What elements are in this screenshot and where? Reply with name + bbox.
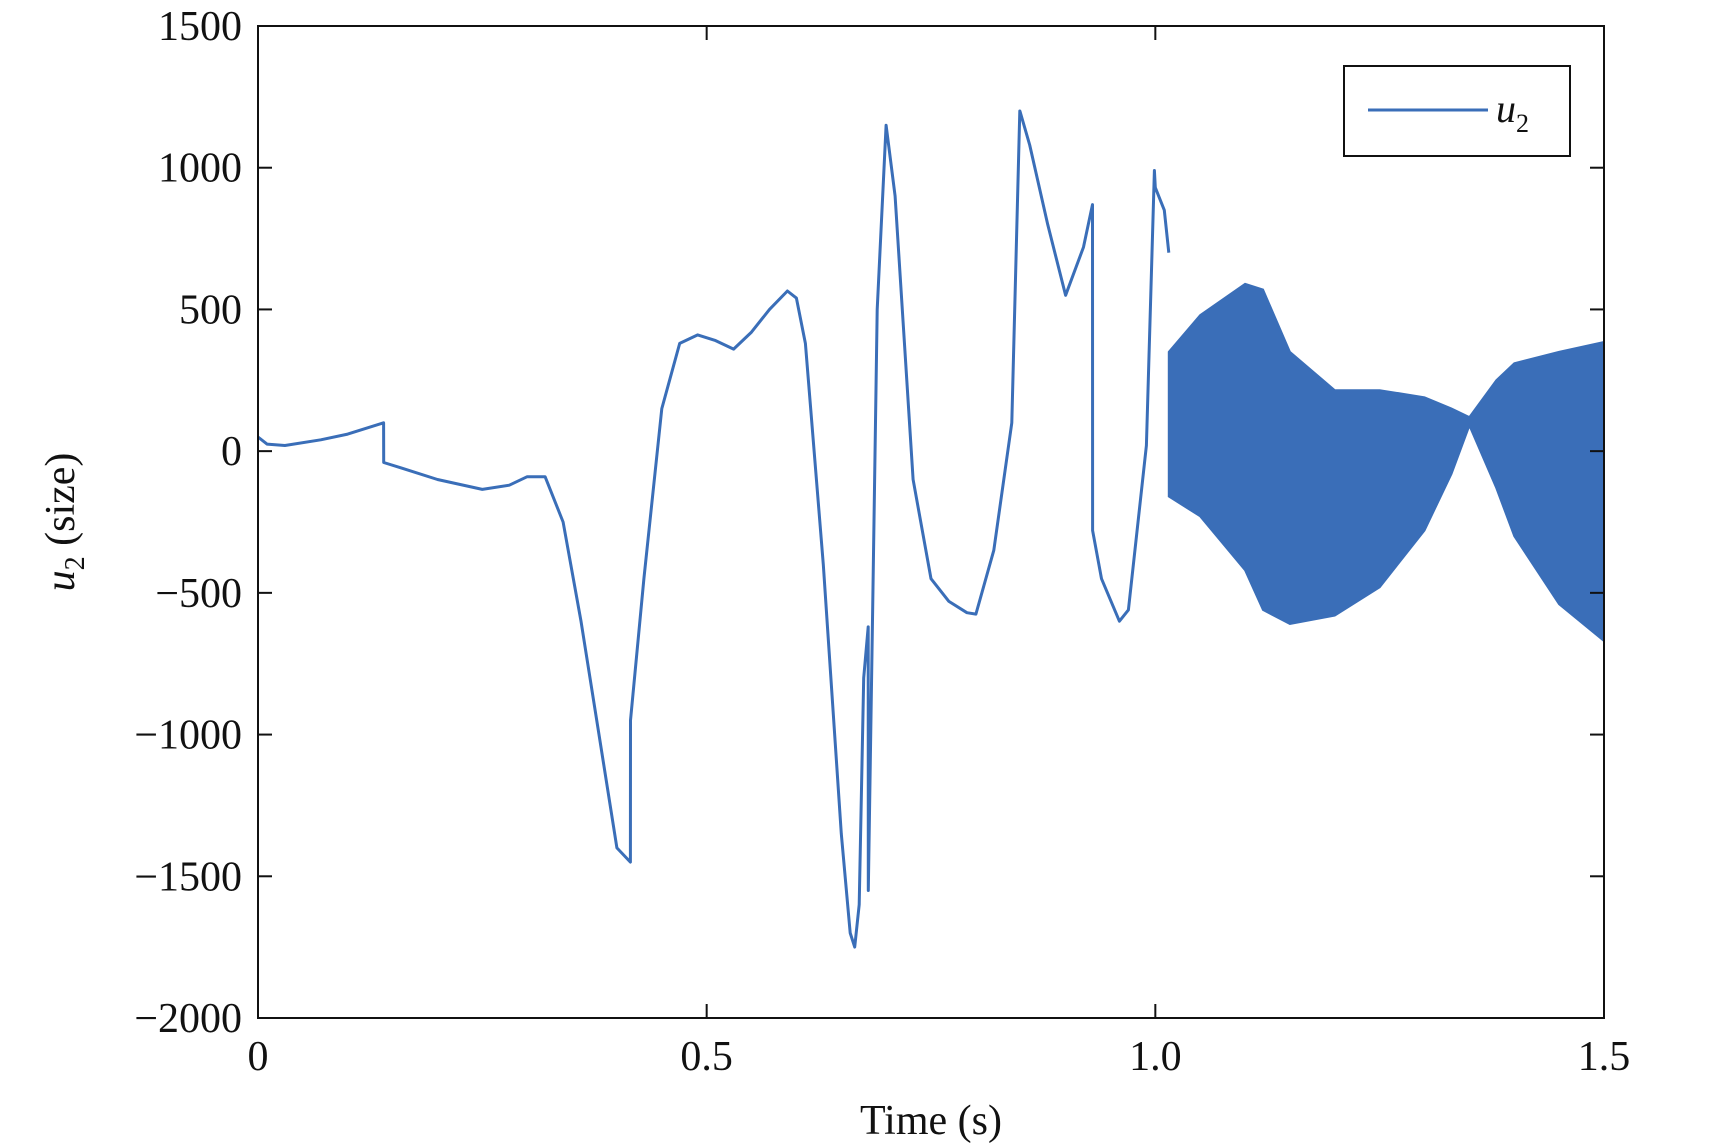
- x-tick-label: 1.5: [1578, 1034, 1631, 1080]
- y-axis-label-var: u: [38, 570, 84, 591]
- x-tick-label: 0: [248, 1034, 269, 1080]
- legend-entry-var: u: [1496, 86, 1516, 131]
- y-tick-label: −1500: [134, 854, 242, 900]
- y-tick-label: −2000: [134, 996, 242, 1042]
- plot-area: [257, 109, 1605, 949]
- y-axis-label-sub: 2: [60, 556, 91, 570]
- y-tick-label: −1000: [134, 713, 242, 759]
- series-u2-oscillation-band: [1167, 282, 1605, 644]
- y-tick-label: 500: [179, 287, 242, 333]
- ticks: 0 0.5 1.0 1.5 1500 1000 500 0 −500 −1000 −1500 −200…: [134, 4, 1630, 1080]
- y-tick-label: 1000: [158, 146, 242, 192]
- axes-frame: [257, 25, 1605, 1019]
- y-axis-label: u2 (size): [38, 453, 91, 592]
- series-u2-line: [257, 109, 1171, 949]
- y-tick-label: 1500: [158, 4, 242, 50]
- x-tick-label: 1.0: [1129, 1034, 1182, 1080]
- x-axis-label: Time (s): [860, 1098, 1002, 1144]
- legend-entry-sub: 2: [1516, 109, 1529, 138]
- y-axis-label-rest: (size): [38, 453, 84, 557]
- y-tick-label: −500: [155, 571, 242, 617]
- x-tick-label: 0.5: [680, 1034, 733, 1080]
- legend: u2: [1343, 65, 1571, 157]
- y-tick-label: 0: [221, 429, 242, 475]
- legend-entry-u2: u2: [1496, 86, 1529, 138]
